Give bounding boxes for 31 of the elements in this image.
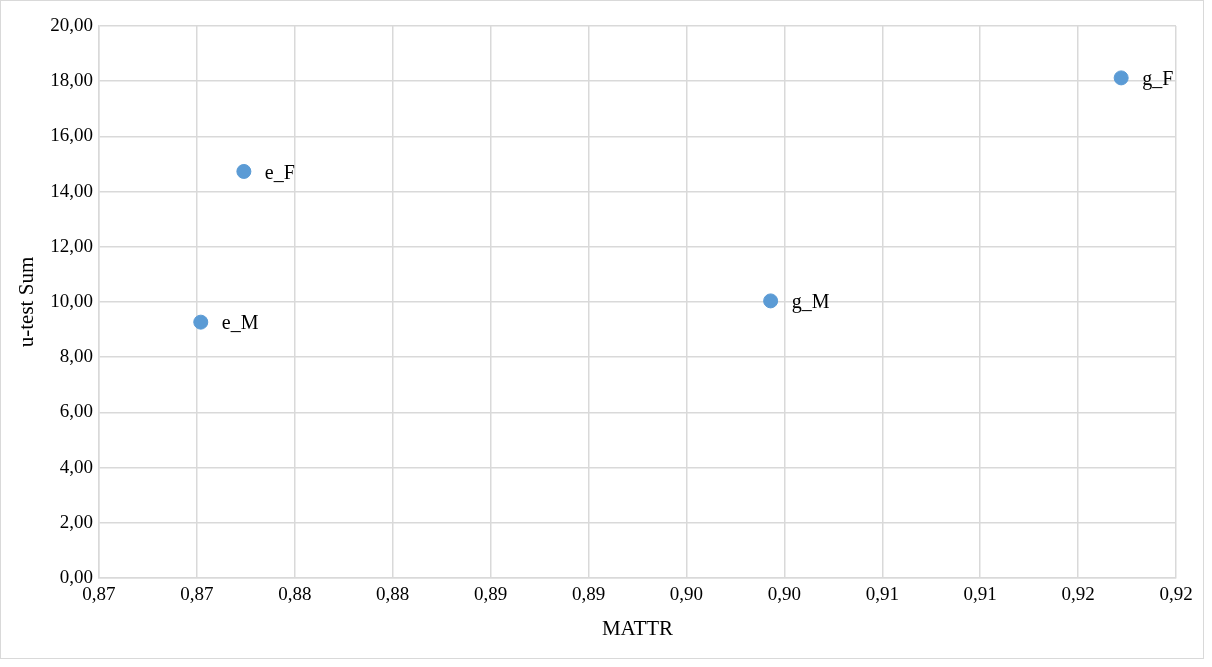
y-axis-title: u-test Sum [14,256,39,348]
series-label: g_F [1142,67,1174,91]
x-tick-label: 0,92 [1061,583,1095,605]
y-tick-label: 4,00 [59,455,93,477]
point [763,293,779,309]
series-label: e_F [264,160,295,183]
x-tick-label: 0,90 [767,583,801,605]
y-tick-label: 20,00 [50,13,93,35]
x-tick-label: 0,88 [278,583,312,605]
y-tick-label: 10,00 [50,289,93,311]
y-tick-label: 12,00 [50,234,93,256]
x-tick-label: 0,90 [669,583,704,605]
point [193,314,209,330]
x-tick-label: 0,91 [963,583,997,605]
series-label: e_M [221,311,259,334]
x-tick-label: 0,89 [473,583,508,605]
series-label: g_M [791,290,830,314]
point [236,163,252,179]
y-tick-label: 14,00 [50,179,93,201]
x-axis-title: MATTR [601,615,674,640]
y-tick-label: 16,00 [50,124,93,146]
x-tick-label: 0,87 [180,583,214,605]
x-tick-label: 0,92 [1159,583,1193,605]
y-tick-label: 2,00 [59,510,93,532]
x-tick-label: 0,91 [865,583,899,605]
point [1113,70,1129,86]
y-tick-label: 8,00 [59,345,93,367]
y-tick-label: 18,00 [50,69,93,91]
x-tick-label: 0,89 [571,583,606,605]
y-tick-label: 6,00 [59,400,93,422]
x-tick-label: 0,88 [376,583,410,605]
